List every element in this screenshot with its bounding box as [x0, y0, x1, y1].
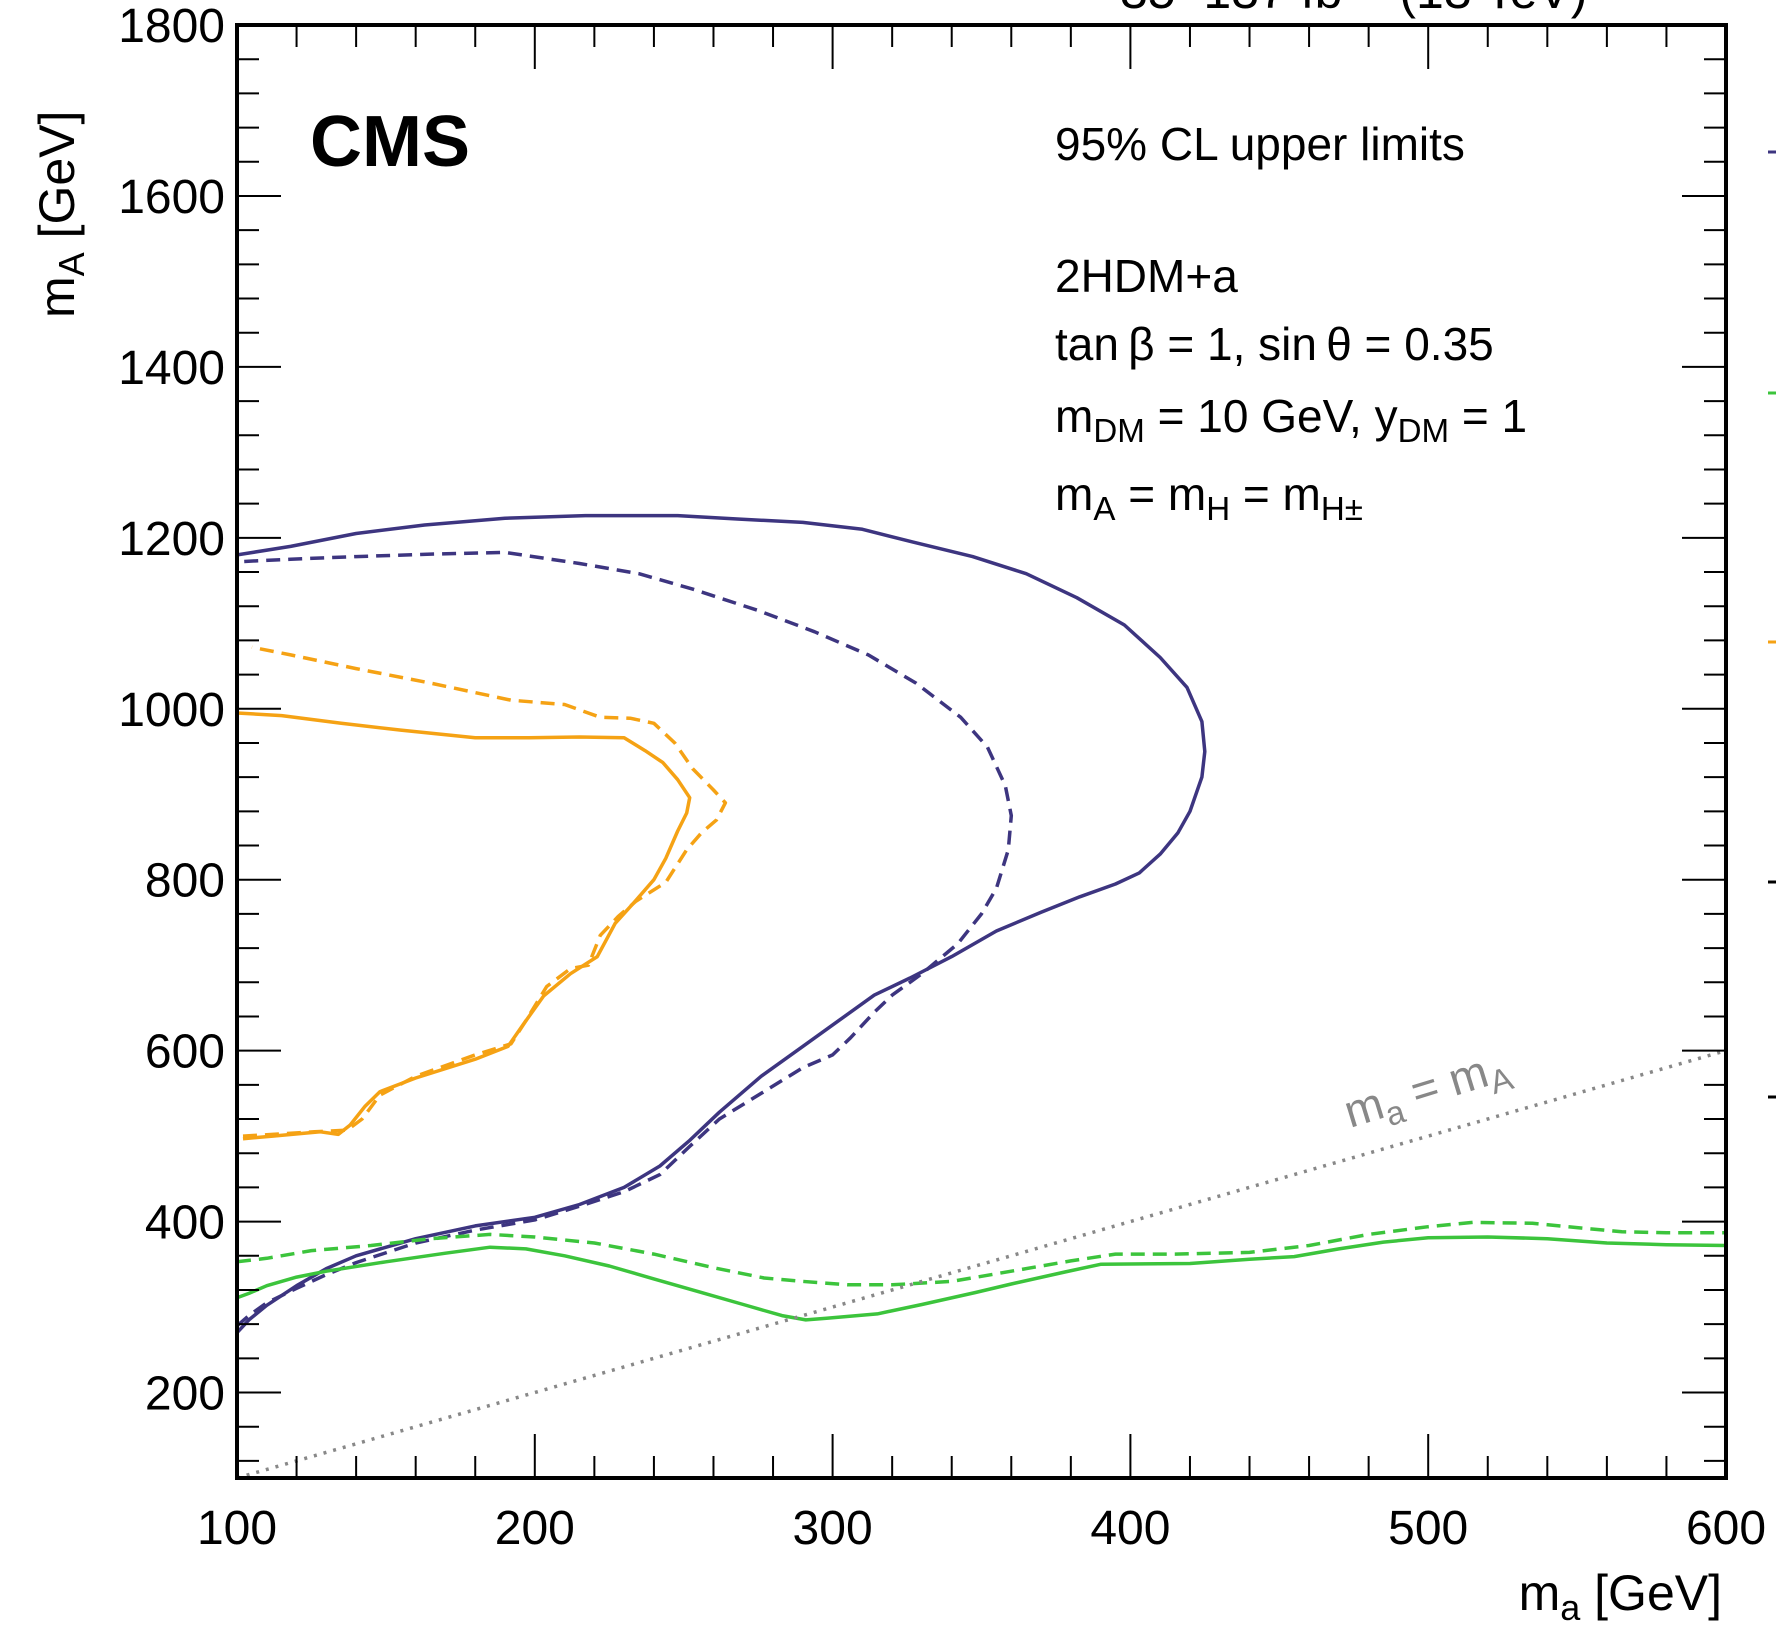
x-tick-label: 200: [495, 1502, 575, 1555]
info-params-label: tan β = 1, sin θ = 0.35: [1055, 318, 1494, 370]
series-line-green-observed: [237, 1235, 1726, 1322]
y-tick-label: 800: [145, 855, 225, 908]
x-tick-label: 300: [793, 1502, 873, 1555]
y-tick-label: 600: [145, 1026, 225, 1079]
y-tick-label: 1000: [118, 684, 225, 737]
y-tick-label: 400: [145, 1197, 225, 1250]
series-layer: [237, 513, 1726, 1478]
y-tick-label: 200: [145, 1368, 225, 1421]
x-tick-label: 500: [1388, 1502, 1468, 1555]
info-cl-label: 95% CL upper limits: [1055, 118, 1465, 170]
series-line-diagonal: [237, 1048, 1726, 1478]
info-model-label: 2HDM+a: [1055, 250, 1238, 302]
luminosity-label: 35–137 fb⁻¹ (13 TeV): [1120, 0, 1587, 19]
x-axis-title: ma [GeV]: [1519, 1565, 1722, 1627]
series-line-green-expected: [237, 1220, 1726, 1287]
series-line-orange-expected: [242, 645, 728, 1138]
y-tick-label: 1200: [118, 513, 225, 566]
series-line-purple-observed: [237, 513, 1207, 1334]
x-tick-label: 400: [1090, 1502, 1170, 1555]
info-mass-label: mA = mH = mH±: [1055, 468, 1363, 528]
plot-frame: [235, 23, 1728, 1480]
series-line-orange-observed: [237, 711, 692, 1141]
info-dm-label: mDM = 10 GeV, yDM = 1: [1055, 390, 1527, 450]
ticks-layer: [236, 24, 1727, 1478]
x-tick-label: 100: [197, 1502, 277, 1555]
y-tick-label: 1400: [118, 342, 225, 395]
tick-labels-layer: 100 200 300 400 500 600 200 400 600 800 1000 1200 14…: [118, 0, 1766, 1555]
diagonal-label: ma = mA: [1338, 1038, 1519, 1145]
y-tick-label: 1600: [118, 171, 225, 224]
y-tick-label: 1800: [118, 0, 225, 53]
y-axis-title: mA [GeV]: [29, 111, 92, 318]
x-tick-label: 600: [1686, 1502, 1766, 1555]
legend-fragments: [1768, 150, 1776, 1099]
experiment-label: CMS: [310, 102, 470, 182]
